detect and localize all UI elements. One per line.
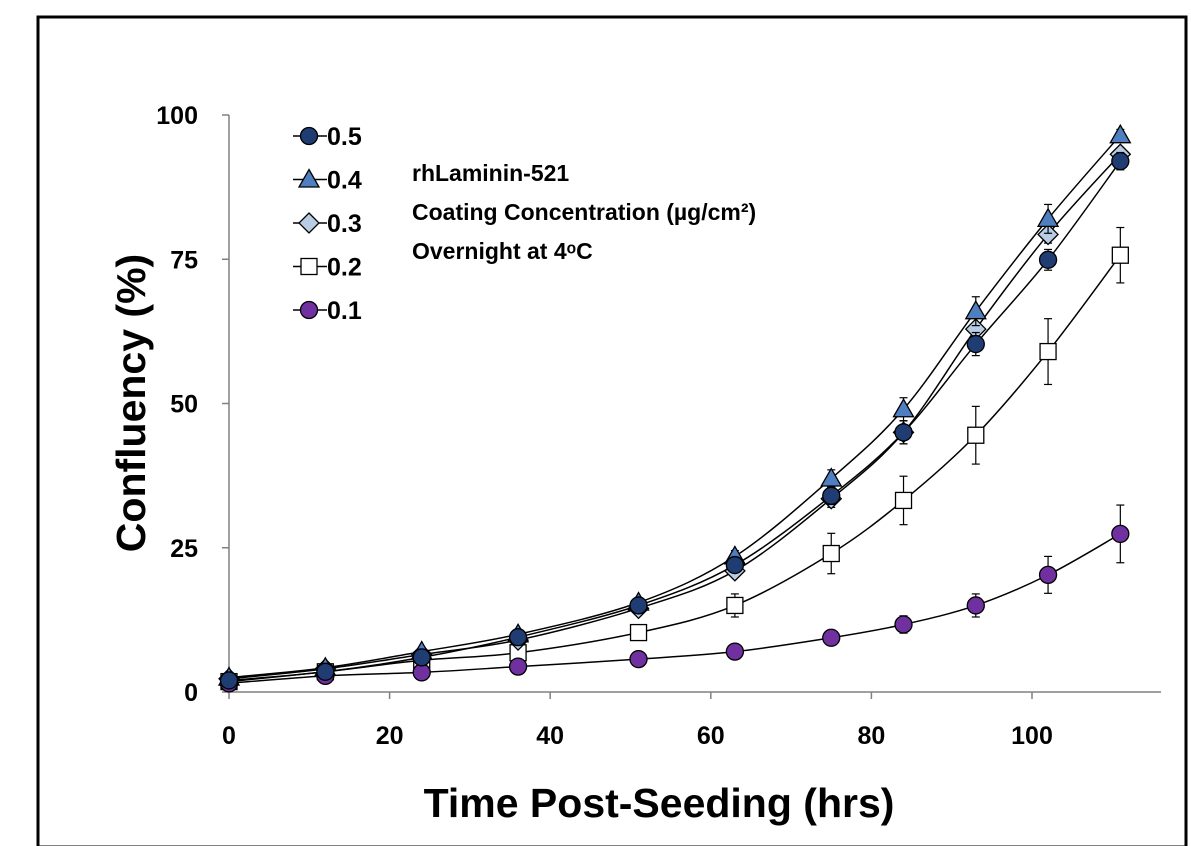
legend-label: 0.3 [327, 210, 362, 238]
x-axis-title: Time Post-Seeding (hrs) [424, 780, 895, 826]
data-point [820, 467, 843, 487]
x-tick-label: 0 [222, 722, 236, 750]
data-point [508, 657, 528, 676]
tick-labels: 0 25 50 75 100 0 20 40 60 80 100 [156, 102, 1053, 750]
data-point [629, 596, 648, 615]
data-point [1037, 223, 1059, 246]
data-point [964, 299, 987, 320]
data-point [822, 628, 841, 647]
legend-label: 0.5 [327, 123, 362, 151]
data-point [967, 426, 985, 444]
x-tick-label: 100 [1011, 722, 1053, 750]
data-point [726, 596, 744, 615]
series-line [228, 134, 1121, 679]
legend-item-0.2: 0.2 [293, 254, 362, 282]
x-tick-label: 40 [536, 722, 564, 750]
annotation-line-3: Overnight at 4ᵒC [412, 238, 593, 264]
y-axis-title: Confluency (%) [108, 254, 154, 552]
data-point [894, 423, 913, 442]
data-point [1111, 152, 1130, 171]
annotation-line-1: rhLaminin-521 [412, 160, 569, 186]
data-point [966, 596, 985, 615]
x-tick-label: 80 [857, 722, 885, 750]
legend-item-0.4: 0.4 [293, 167, 362, 195]
legend-label: 0.1 [327, 297, 362, 325]
legend-item-0.1: 0.1 [293, 297, 362, 325]
ticks [222, 114, 1033, 699]
data-point [725, 642, 745, 661]
data-point [822, 486, 841, 505]
y-tick-label: 25 [170, 535, 198, 563]
data-point [1039, 342, 1057, 361]
legend: 0.5 0.4 0.3 0.2 0.1 [293, 123, 362, 325]
data-point [219, 671, 239, 690]
legend-marker [297, 168, 321, 188]
data-point [892, 397, 915, 418]
legend-marker [298, 212, 320, 234]
legend-marker [299, 300, 319, 320]
legend-label: 0.4 [327, 167, 362, 195]
annotation: rhLaminin-521 Coating Concentration (µg/… [412, 160, 756, 264]
data-point [412, 648, 431, 667]
series-layer [217, 123, 1132, 693]
data-point [1038, 565, 1058, 585]
data-point [508, 628, 528, 647]
data-point [629, 649, 648, 669]
y-tick-label: 0 [184, 679, 198, 707]
series-0.5 [219, 151, 1130, 690]
y-tick-label: 75 [170, 246, 198, 274]
legend-label: 0.2 [327, 254, 362, 282]
y-tick-label: 50 [170, 391, 198, 419]
data-point [629, 623, 648, 642]
data-point [894, 615, 913, 634]
legend-marker [300, 257, 318, 276]
data-point [1111, 246, 1129, 264]
data-point [1111, 524, 1130, 544]
legend-item-0.3: 0.3 [293, 210, 362, 238]
x-tick-label: 60 [697, 722, 725, 750]
x-tick-label: 20 [376, 722, 404, 750]
data-point [316, 662, 335, 681]
series-line [228, 533, 1121, 685]
data-point [1036, 207, 1060, 228]
data-point [822, 544, 840, 563]
legend-item-0.5: 0.5 [293, 123, 362, 151]
data-point [966, 334, 985, 354]
data-point [1038, 250, 1058, 269]
data-point [894, 491, 913, 510]
data-point [1109, 123, 1132, 144]
annotation-line-2: Coating Concentration (µg/cm²) [412, 199, 756, 225]
legend-marker [299, 126, 319, 146]
y-tick-label: 100 [156, 102, 198, 130]
data-point [725, 555, 745, 575]
